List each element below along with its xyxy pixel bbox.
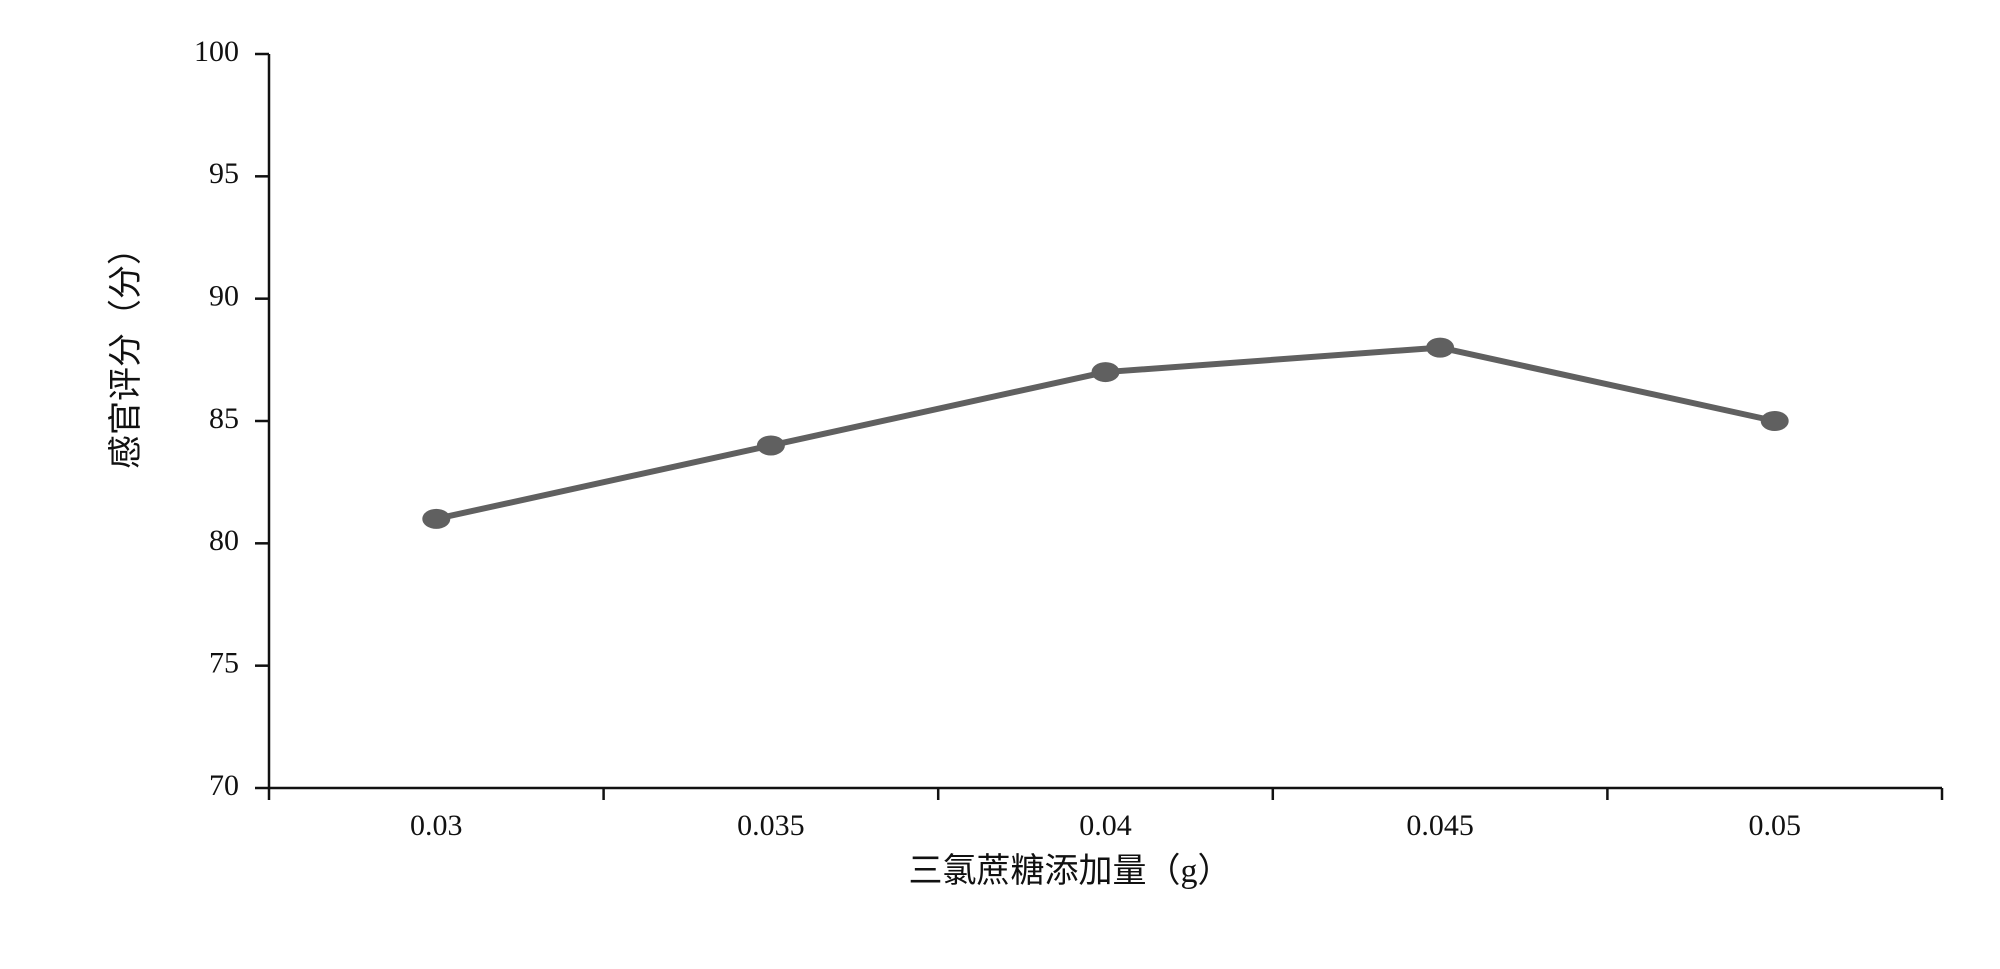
x-tick-label: 0.04 [1079, 809, 1132, 842]
marker [1760, 411, 1789, 431]
marker [1091, 362, 1120, 383]
y-tick-label: 95 [209, 157, 239, 190]
x-tick-label: 0.045 [1406, 809, 1474, 842]
y-tick-label: 85 [209, 402, 239, 435]
marker [422, 508, 451, 529]
marker [1426, 337, 1455, 358]
x-tick-label: 0.05 [1748, 809, 1801, 842]
y-tick-label: 80 [209, 524, 239, 557]
y-tick-label: 100 [194, 35, 239, 68]
y-tick-label: 75 [209, 647, 239, 680]
y-axis-title: 感官评分（分） [107, 231, 145, 469]
y-tick-label: 70 [209, 769, 239, 802]
marker [756, 435, 785, 456]
x-tick-label: 0.03 [410, 809, 463, 842]
x-tick-label: 0.035 [737, 809, 805, 842]
x-axis-title: 三氯蔗糖添加量（g） [909, 852, 1232, 890]
y-tick-label: 90 [209, 280, 239, 313]
